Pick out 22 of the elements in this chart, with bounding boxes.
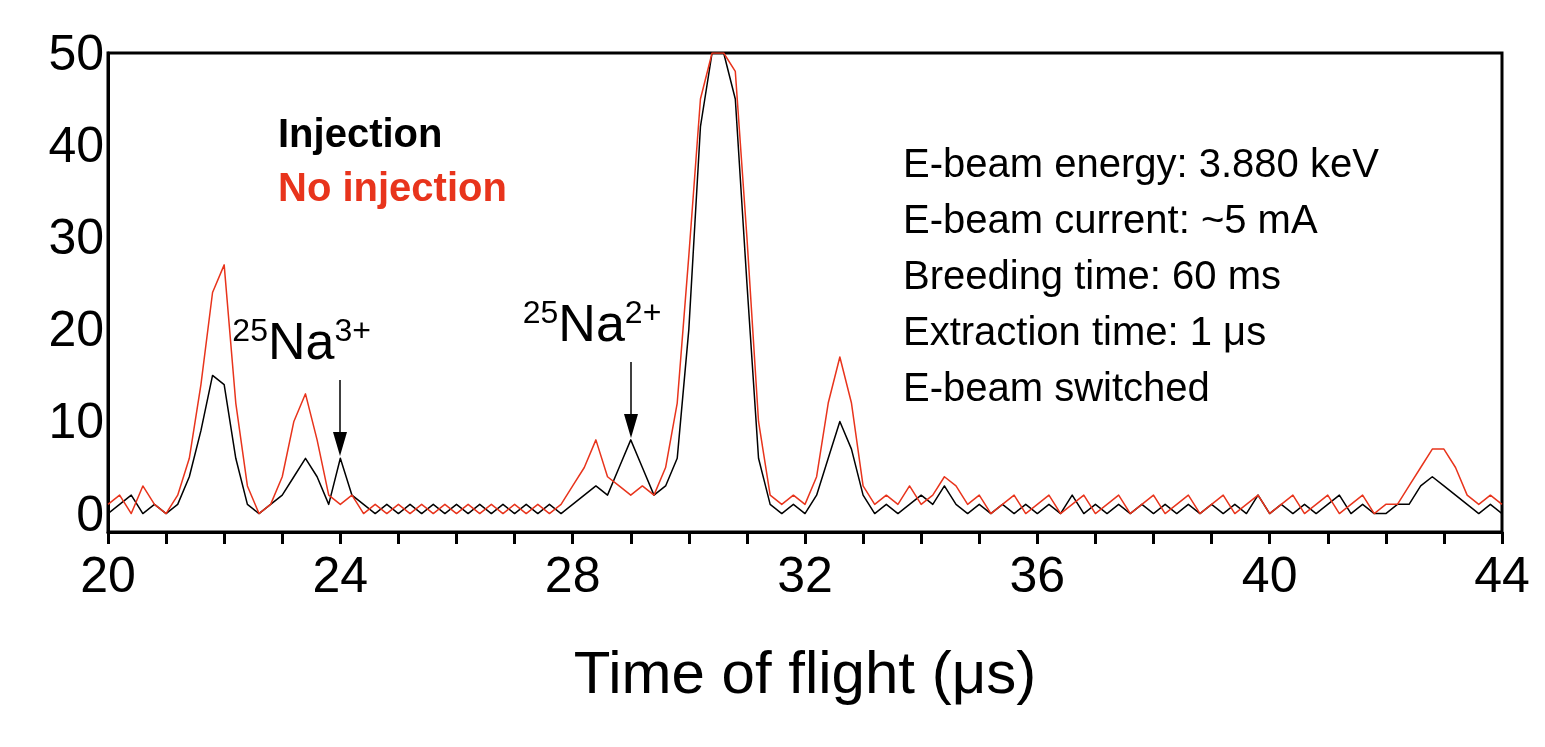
- annotation: E-beam energy: 3.880 keV: [903, 141, 1380, 185]
- x-axis-title: Time of flight (μs): [573, 638, 1037, 706]
- text: Injection: [278, 111, 443, 155]
- x-tick-label: 24: [312, 547, 369, 603]
- x-tick-label: 44: [1474, 547, 1530, 603]
- x-tick-label: 28: [544, 547, 601, 603]
- annotation: Breeding time: 60 ms: [903, 253, 1281, 297]
- series-label: No injection: [278, 165, 507, 209]
- y-tick-label: 10: [48, 393, 104, 450]
- annotation: E-beam current: ~5 mA: [903, 197, 1318, 241]
- y-tick-label: 30: [48, 209, 104, 266]
- annotation: $^{25}$Na$^{2+}$: [522, 292, 662, 355]
- x-tick-label: 40: [1241, 547, 1298, 603]
- y-tick-label: 20: [48, 301, 104, 358]
- x-tick-label: 36: [1009, 547, 1066, 603]
- y-tick-label: 40: [48, 117, 104, 174]
- y-tick-label: 50: [48, 25, 104, 81]
- y-tick-label: 0: [76, 485, 104, 542]
- annotation: E-beam switched: [903, 365, 1210, 409]
- annotation: Extraction time: 1 μs: [903, 309, 1267, 353]
- x-tick-label: 32: [777, 547, 833, 603]
- annotation: $^{25}$Na$^{3+}$: [232, 311, 371, 373]
